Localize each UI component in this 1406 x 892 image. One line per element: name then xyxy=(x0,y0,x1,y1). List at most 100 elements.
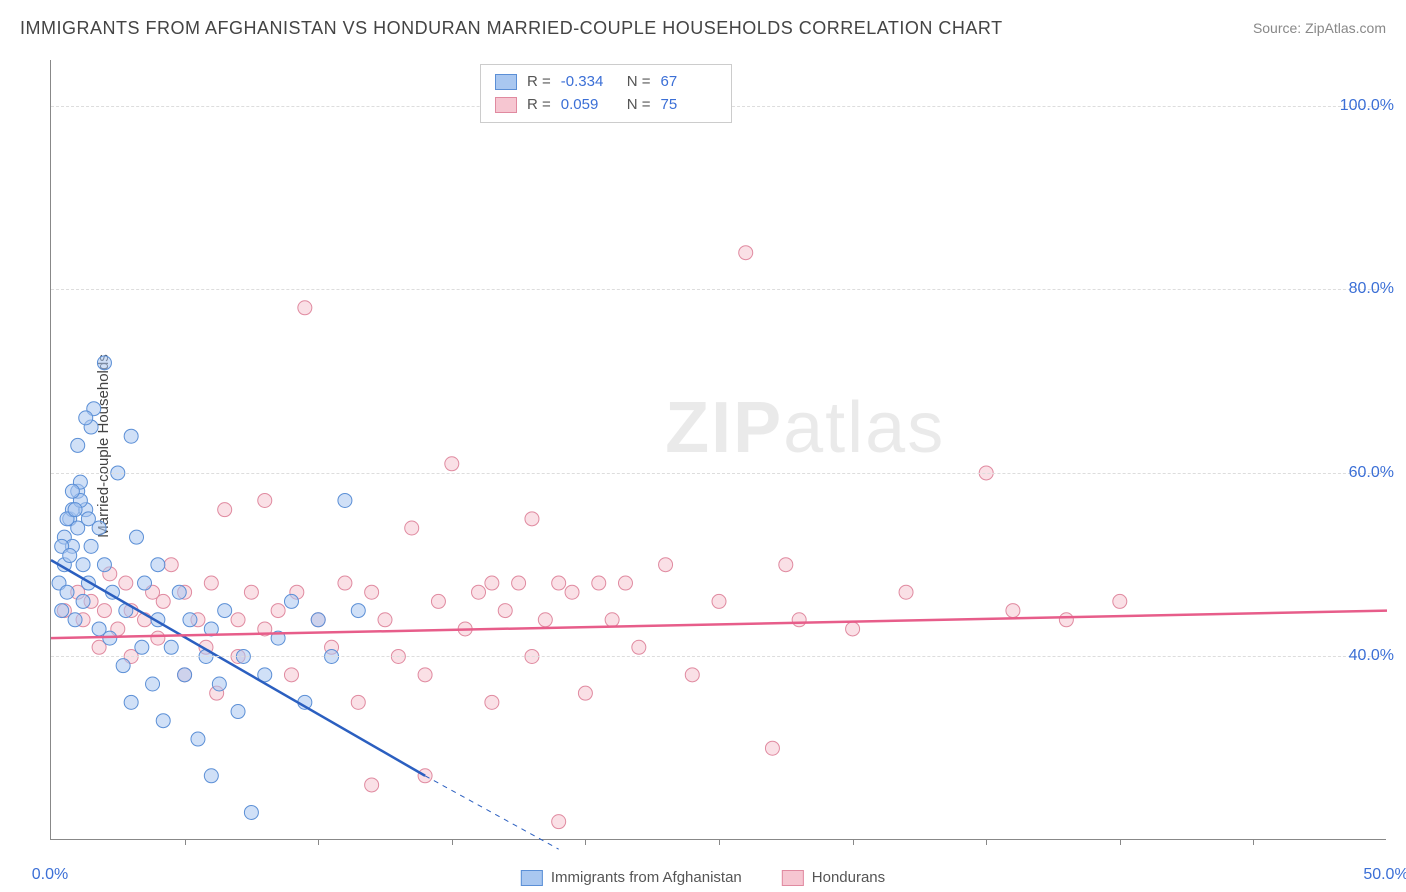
scatter-point xyxy=(183,613,197,627)
x-tick xyxy=(585,839,586,845)
scatter-point xyxy=(338,576,352,590)
scatter-point xyxy=(119,576,133,590)
corr-row-b: R = 0.059 N = 75 xyxy=(495,94,717,117)
trendline-b xyxy=(51,611,1387,639)
scatter-point xyxy=(97,558,111,572)
scatter-point xyxy=(578,686,592,700)
scatter-point xyxy=(472,585,486,599)
scatter-point xyxy=(79,411,93,425)
legend-item-a: Immigrants from Afghanistan xyxy=(521,869,742,886)
scatter-point xyxy=(351,604,365,618)
scatter-point xyxy=(418,668,432,682)
swatch-b xyxy=(495,97,517,113)
legend-label-b: Hondurans xyxy=(812,869,885,886)
gridline-h xyxy=(51,656,1386,657)
scatter-point xyxy=(191,732,205,746)
n-label: N = xyxy=(627,71,651,94)
scatter-point xyxy=(605,613,619,627)
scatter-point xyxy=(765,741,779,755)
scatter-point xyxy=(258,493,272,507)
scatter-point xyxy=(130,530,144,544)
scatter-point xyxy=(779,558,793,572)
scatter-point xyxy=(552,815,566,829)
scatter-point xyxy=(151,558,165,572)
scatter-point xyxy=(164,640,178,654)
scatter-point xyxy=(212,677,226,691)
scatter-point xyxy=(164,558,178,572)
scatter-point xyxy=(151,631,165,645)
scatter-point xyxy=(485,576,499,590)
scatter-point xyxy=(60,585,74,599)
scatter-point xyxy=(172,585,186,599)
scatter-point xyxy=(538,613,552,627)
scatter-point xyxy=(431,594,445,608)
x-tick xyxy=(185,839,186,845)
x-tick xyxy=(986,839,987,845)
scatter-point xyxy=(178,668,192,682)
scatter-point xyxy=(565,585,579,599)
scatter-point xyxy=(351,695,365,709)
swatch-a xyxy=(495,74,517,90)
scatter-point xyxy=(512,576,526,590)
scatter-point xyxy=(55,604,69,618)
scatter-point xyxy=(68,613,82,627)
scatter-point xyxy=(284,594,298,608)
scatter-point xyxy=(485,695,499,709)
legend-swatch-b xyxy=(782,870,804,886)
n-label: N = xyxy=(627,94,651,117)
x-tick xyxy=(853,839,854,845)
legend-bottom: Immigrants from Afghanistan Hondurans xyxy=(521,869,885,886)
scatter-point xyxy=(146,677,160,691)
scatter-point xyxy=(365,585,379,599)
scatter-point xyxy=(846,622,860,636)
scatter-point xyxy=(792,613,806,627)
legend-label-a: Immigrants from Afghanistan xyxy=(551,869,742,886)
y-tick-label: 60.0% xyxy=(1349,464,1394,482)
scatter-point xyxy=(271,604,285,618)
y-tick-label: 100.0% xyxy=(1340,97,1394,115)
scatter-point xyxy=(244,585,258,599)
scatter-point xyxy=(618,576,632,590)
r-value-b: 0.059 xyxy=(561,94,617,117)
n-value-b: 75 xyxy=(661,94,717,117)
scatter-point xyxy=(1113,594,1127,608)
x-tick xyxy=(452,839,453,845)
source-label: Source: ZipAtlas.com xyxy=(1253,20,1386,36)
x-tick xyxy=(719,839,720,845)
scatter-point xyxy=(156,594,170,608)
corr-row-a: R = -0.334 N = 67 xyxy=(495,71,717,94)
scatter-point xyxy=(298,301,312,315)
scatter-point xyxy=(525,512,539,526)
scatter-point xyxy=(218,604,232,618)
correlation-box: R = -0.334 N = 67 R = 0.059 N = 75 xyxy=(480,64,732,123)
scatter-point xyxy=(76,558,90,572)
scatter-point xyxy=(65,484,79,498)
scatter-point xyxy=(405,521,419,535)
scatter-point xyxy=(685,668,699,682)
y-tick-label: 80.0% xyxy=(1349,280,1394,298)
x-tick xyxy=(1253,839,1254,845)
scatter-point xyxy=(204,576,218,590)
scatter-point xyxy=(218,503,232,517)
trendline-a-dash xyxy=(425,776,559,849)
scatter-point xyxy=(498,604,512,618)
x-tick-label: 0.0% xyxy=(32,866,68,884)
r-label: R = xyxy=(527,94,551,117)
scatter-point xyxy=(739,246,753,260)
scatter-point xyxy=(138,576,152,590)
scatter-point xyxy=(365,778,379,792)
scatter-point xyxy=(156,714,170,728)
r-value-a: -0.334 xyxy=(561,71,617,94)
chart-title: IMMIGRANTS FROM AFGHANISTAN VS HONDURAN … xyxy=(20,18,1003,39)
scatter-point xyxy=(378,613,392,627)
scatter-point xyxy=(592,576,606,590)
scatter-point xyxy=(632,640,646,654)
scatter-point xyxy=(231,705,245,719)
scatter-point xyxy=(135,640,149,654)
scatter-point xyxy=(552,576,566,590)
r-label: R = xyxy=(527,71,551,94)
scatter-point xyxy=(712,594,726,608)
y-tick-label: 40.0% xyxy=(1349,647,1394,665)
scatter-point xyxy=(116,659,130,673)
scatter-point xyxy=(338,493,352,507)
